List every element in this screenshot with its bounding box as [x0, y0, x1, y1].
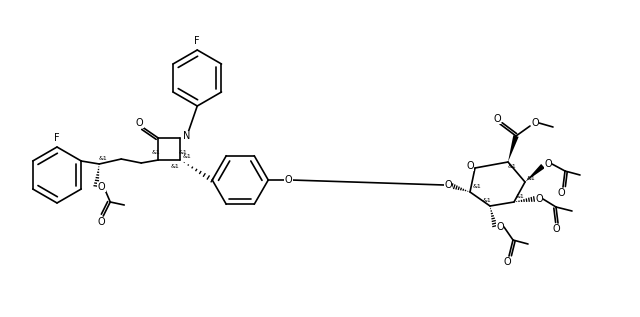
- Polygon shape: [508, 135, 518, 162]
- Text: O: O: [136, 118, 143, 128]
- Polygon shape: [525, 164, 545, 182]
- Text: F: F: [195, 36, 200, 46]
- Text: O: O: [531, 118, 539, 128]
- Text: O: O: [496, 222, 504, 232]
- Text: O: O: [557, 188, 565, 198]
- Text: O: O: [544, 159, 552, 169]
- Text: O: O: [503, 257, 511, 267]
- Text: O: O: [552, 224, 560, 234]
- Text: O: O: [97, 182, 105, 192]
- Text: &1: &1: [527, 177, 536, 182]
- Text: O: O: [284, 175, 292, 185]
- Text: O: O: [97, 217, 105, 227]
- Text: &1: &1: [152, 151, 161, 156]
- Text: O: O: [466, 161, 474, 171]
- Text: F: F: [54, 133, 60, 143]
- Text: &1: &1: [183, 153, 191, 158]
- Text: &1: &1: [99, 157, 108, 161]
- Text: &1: &1: [171, 164, 180, 169]
- Text: O: O: [493, 114, 501, 124]
- Text: &1: &1: [508, 165, 516, 170]
- Text: &1: &1: [472, 184, 481, 190]
- Text: O: O: [535, 194, 543, 204]
- Text: O: O: [444, 180, 452, 190]
- Text: &1: &1: [516, 195, 524, 199]
- Text: N: N: [182, 131, 190, 141]
- Text: &1: &1: [483, 197, 492, 203]
- Text: &1: &1: [179, 150, 188, 154]
